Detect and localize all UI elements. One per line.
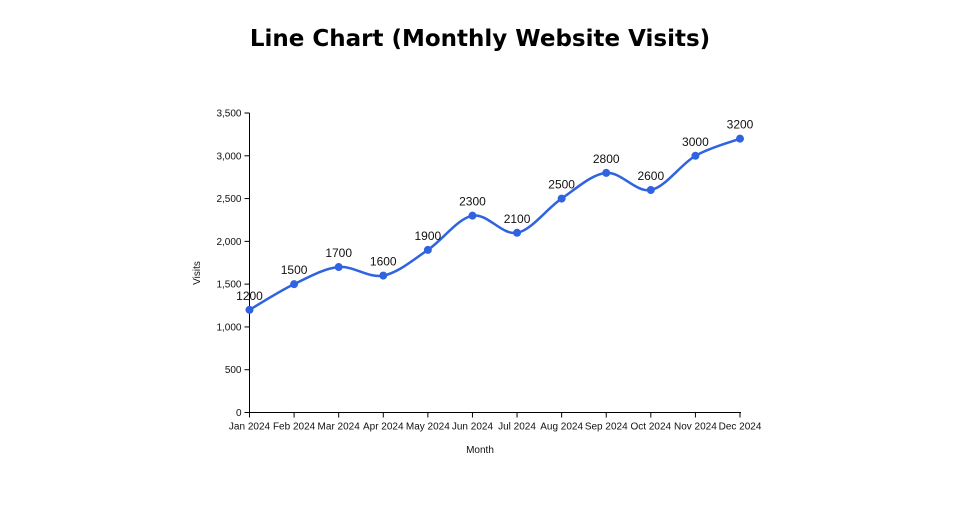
x-axis-label: Month	[466, 445, 494, 456]
data-label: 1200	[236, 289, 263, 303]
y-tick-label: 3,000	[216, 151, 241, 162]
data-label: 1700	[325, 246, 352, 260]
y-axis-label: Visits	[192, 261, 203, 285]
data-point	[468, 211, 477, 220]
data-point	[646, 186, 655, 195]
data-point	[602, 168, 611, 177]
y-tick-label: 3,500	[216, 109, 241, 120]
x-tick-label: May 2024	[406, 422, 450, 433]
x-tick-label: Jan 2024	[229, 422, 271, 433]
data-label: 1600	[370, 255, 397, 269]
data-label: 1500	[281, 263, 308, 277]
data-label: 2300	[459, 195, 486, 209]
x-axis-ticks: Jan 2024 Feb 2024 Mar 2024 Apr 2024 May 2024…	[229, 412, 762, 433]
y-axis-ticks: 0 500 1,000 1,500 2,000 2,500 3,000 3,500	[216, 109, 250, 419]
data-point	[691, 151, 700, 160]
data-point	[334, 263, 343, 272]
data-label: 3200	[727, 118, 754, 132]
x-tick-label: Nov 2024	[674, 422, 717, 433]
data-point	[513, 228, 522, 237]
data-point	[379, 271, 388, 280]
data-label: 1900	[415, 229, 442, 243]
data-point	[736, 134, 744, 143]
y-tick-label: 500	[225, 365, 242, 376]
series-line	[248, 137, 741, 311]
y-tick-label: 1,000	[216, 322, 241, 333]
x-tick-label: Aug 2024	[540, 422, 583, 433]
data-label: 2600	[637, 169, 664, 183]
chart-title: Line Chart (Monthly Website Visits)	[250, 26, 710, 52]
data-label: 2800	[593, 152, 620, 166]
y-tick-label: 1,500	[216, 280, 241, 291]
data-point	[245, 305, 254, 314]
data-label: 2100	[504, 212, 531, 226]
x-tick-label: Feb 2024	[273, 422, 316, 433]
x-tick-label: Oct 2024	[631, 422, 672, 433]
data-point	[557, 194, 566, 203]
data-point	[423, 245, 432, 254]
x-tick-label: Apr 2024	[363, 422, 404, 433]
y-tick-label: 2,000	[216, 237, 241, 248]
data-point	[290, 280, 299, 289]
x-tick-label: Jun 2024	[452, 422, 494, 433]
y-tick-label: 0	[236, 408, 242, 419]
series-visits: 1200 1500 1700 1600 1900 2300 2100 2500 2800 2600…	[236, 118, 754, 314]
x-tick-label: Sep 2024	[585, 422, 628, 433]
x-tick-label: Mar 2024	[318, 422, 361, 433]
x-tick-label: Dec 2024	[719, 422, 762, 433]
data-label: 3000	[682, 135, 709, 149]
data-label: 2500	[548, 178, 575, 192]
y-tick-label: 2,500	[216, 194, 241, 205]
x-tick-label: Jul 2024	[498, 422, 536, 433]
